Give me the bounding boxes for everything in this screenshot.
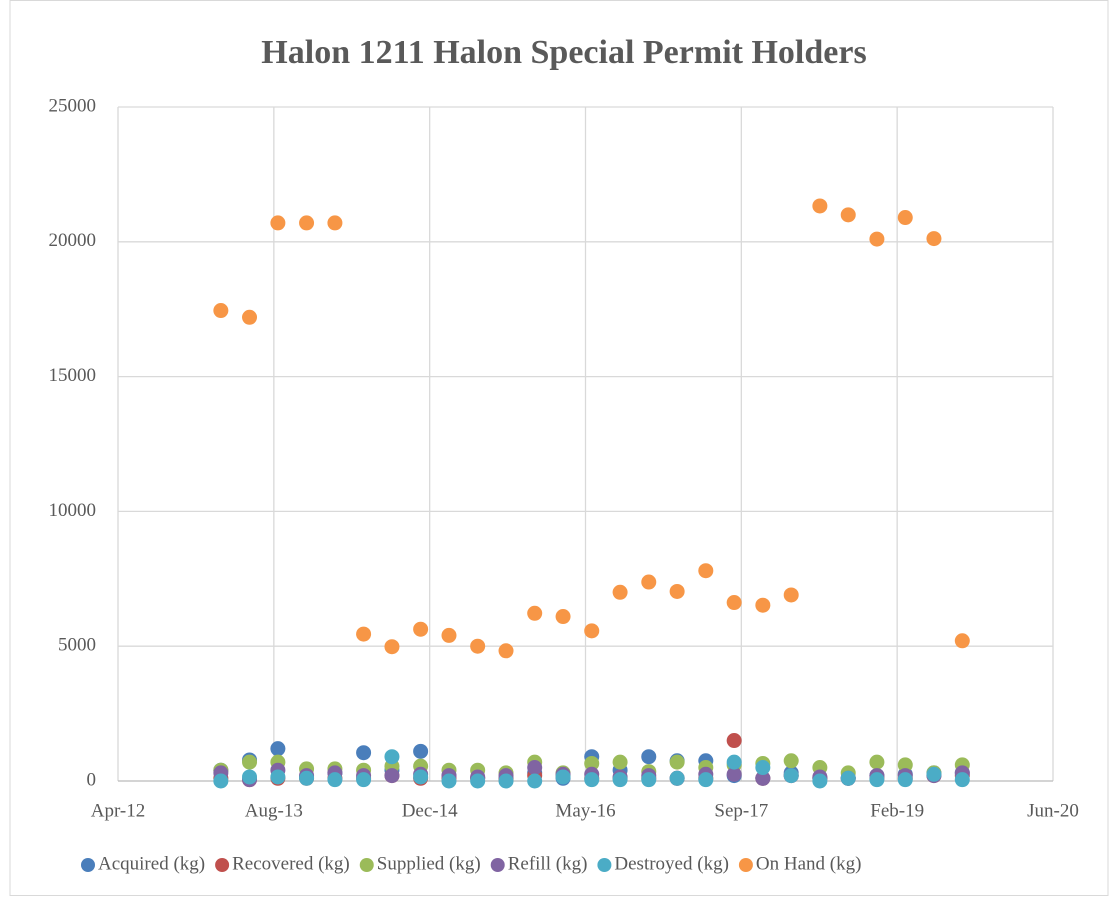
data-point: [470, 638, 486, 654]
data-point: [584, 772, 600, 788]
data-point: [726, 595, 742, 611]
data-point: [698, 563, 714, 579]
x-tick-label: Jun-20: [1027, 800, 1079, 821]
data-point: [413, 743, 429, 759]
data-point: [384, 749, 400, 765]
data-point: [270, 741, 286, 757]
data-point: [384, 768, 400, 784]
data-point: [726, 766, 742, 782]
data-point: [527, 773, 543, 789]
legend-label: Destroyed (kg): [614, 853, 729, 874]
legend-marker: [738, 858, 753, 872]
data-point: [783, 768, 799, 784]
data-point: [498, 643, 514, 659]
data-point: [584, 755, 600, 771]
y-tick-label: 10000: [49, 500, 97, 521]
x-tick-label: Apr-12: [91, 800, 146, 821]
data-point: [470, 773, 486, 789]
legend-marker: [490, 858, 505, 872]
legend-label: Supplied (kg): [377, 853, 481, 874]
data-point: [356, 626, 372, 642]
data-point: [527, 605, 543, 621]
data-point: [755, 760, 771, 776]
legend-marker: [597, 858, 612, 872]
data-point: [356, 745, 372, 761]
data-point: [213, 303, 229, 319]
legend-label: Refill (kg): [508, 853, 588, 874]
data-point: [242, 769, 258, 785]
data-point: [726, 733, 742, 749]
data-point: [242, 309, 258, 325]
data-point: [669, 754, 685, 770]
data-point: [555, 609, 571, 625]
data-point: [669, 583, 685, 599]
data-point: [498, 773, 514, 789]
y-tick-label: 15000: [49, 365, 97, 386]
data-point: [612, 772, 628, 788]
legend-label: On Hand (kg): [756, 853, 862, 874]
y-tick-label: 20000: [49, 230, 97, 251]
data-point: [783, 753, 799, 769]
data-point: [641, 772, 657, 788]
x-tick-label: Sep-17: [714, 800, 768, 821]
data-point: [356, 772, 372, 788]
data-point: [299, 215, 315, 231]
data-point: [954, 633, 970, 649]
data-point: [527, 760, 543, 776]
legend-marker: [215, 858, 230, 872]
legend-marker: [81, 858, 95, 872]
y-tick-label: 0: [87, 769, 97, 790]
x-tick-label: May-16: [555, 800, 615, 821]
data-point: [755, 770, 771, 786]
data-point: [812, 773, 828, 789]
data-point: [840, 770, 856, 786]
data-point: [384, 639, 400, 655]
legend-marker: [359, 858, 374, 872]
data-point: [869, 772, 885, 788]
chart-title: Halon 1211 Halon Special Permit Holders: [261, 34, 866, 71]
legend-label: Recovered (kg): [232, 853, 350, 874]
data-point: [612, 754, 628, 770]
data-point: [954, 772, 970, 788]
data-point: [840, 207, 856, 223]
data-point: [897, 757, 913, 773]
x-tick-label: Aug-13: [245, 800, 303, 821]
data-point: [413, 769, 429, 785]
data-point: [441, 773, 457, 789]
data-point: [242, 754, 258, 770]
data-point: [584, 623, 600, 639]
data-point: [270, 769, 286, 785]
data-point: [413, 621, 429, 637]
data-point: [213, 773, 229, 789]
data-point: [612, 584, 628, 600]
data-point: [555, 769, 571, 785]
data-point: [869, 754, 885, 770]
data-point: [926, 766, 942, 782]
data-point: [926, 231, 942, 247]
data-point: [755, 597, 771, 613]
data-point: [327, 215, 343, 231]
legend-label: Acquired (kg): [98, 853, 205, 874]
y-tick-label: 5000: [58, 635, 96, 656]
data-point: [327, 772, 343, 788]
data-point: [641, 749, 657, 765]
data-point: [897, 772, 913, 788]
chart-border: [9, 0, 1109, 896]
data-point: [441, 627, 457, 643]
y-tick-label: 25000: [49, 95, 97, 116]
x-tick-label: Feb-19: [870, 800, 924, 821]
data-point: [897, 210, 913, 226]
data-point: [783, 587, 799, 603]
data-point: [869, 231, 885, 247]
data-point: [726, 754, 742, 770]
data-point: [299, 770, 315, 786]
x-tick-label: Dec-14: [402, 800, 458, 821]
data-point: [812, 198, 828, 214]
data-point: [669, 770, 685, 786]
data-point: [641, 574, 657, 590]
data-point: [270, 215, 286, 231]
data-point: [698, 772, 714, 788]
